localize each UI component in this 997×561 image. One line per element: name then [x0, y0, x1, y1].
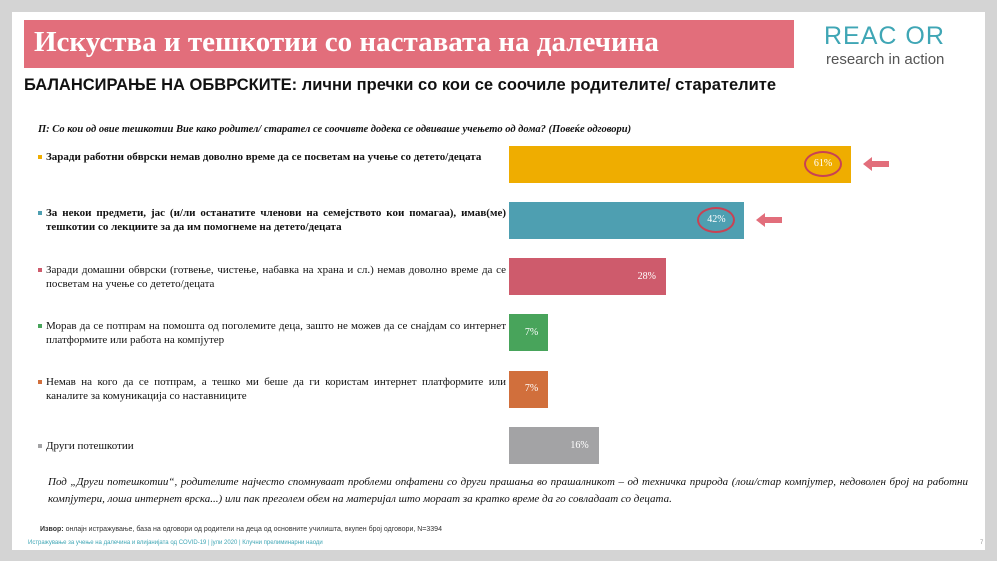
bar-value-label: 7% [524, 383, 539, 395]
source-label: Извор: [40, 526, 64, 533]
category-label: Морав да се потпрам на помошта од поголе… [38, 319, 506, 347]
page-number: 7 [980, 540, 984, 546]
bar [509, 370, 549, 408]
bullet-marker [38, 155, 42, 159]
category-label: За некои предмети, јас (и/ли останатите … [38, 206, 506, 234]
section-subtitle: БАЛАНСИРАЊЕ НА ОБВРСКИТЕ: лични пречки с… [24, 76, 777, 94]
category-label: Заради домашни обврски (готвење, чистење… [38, 263, 506, 291]
highlight-circle [804, 151, 842, 177]
bar [509, 314, 549, 352]
bullet-marker [38, 211, 42, 216]
category-label-text: Заради домашни обврски (готвење, чистење… [46, 263, 506, 290]
category-label-text: Заради работни обврски немав доволно вре… [46, 151, 482, 163]
title-band: Искуства и тешкотии со наставата на дале… [24, 20, 794, 68]
bullet-marker [38, 323, 42, 328]
category-label: Други потешкотии [38, 439, 506, 453]
bar-value-label: 16% [570, 439, 589, 451]
category-label-text: За некои предмети, јас (и/ли останатите … [46, 207, 506, 234]
slide-footer: Истражување за учење на далечина и влија… [28, 540, 323, 546]
category-label: Заради работни обврски немав доволно вре… [38, 150, 506, 164]
footnote: Под „Други потешкотии“, родителите најче… [48, 476, 968, 505]
logo-wordmark: REAC OR [824, 22, 945, 50]
bar [509, 258, 666, 296]
highlight-circle [697, 207, 736, 234]
bar [509, 427, 599, 464]
highlight-arrow-icon [863, 157, 889, 171]
logo-tagline: research in action [826, 51, 945, 68]
bar [509, 145, 851, 183]
bullet-marker [38, 380, 42, 385]
reactor-logo: REAC OR research in action [824, 22, 964, 68]
bullet-marker [38, 443, 42, 448]
highlight-arrow-icon [756, 213, 783, 228]
page-title: Искуства и тешкотии со наставата на дале… [34, 26, 659, 58]
category-label-text: Други потешкотии [46, 439, 134, 452]
survey-question: П: Со кои од овие тешкотии Вие како роди… [38, 124, 632, 135]
source-text: онлајн истражување, база на одговори од … [65, 526, 442, 533]
category-label-text: Немав на кого да се потпрам, а тешко ми … [46, 376, 506, 403]
category-label-text: Морав да се потпрам на помошта од поголе… [46, 319, 506, 346]
bullet-marker [38, 267, 42, 272]
category-label: Немав на кого да се потпрам, а тешко ми … [38, 375, 506, 403]
bar-value-label: 28% [637, 270, 656, 282]
source-note: Извор: онлајн истражување, база на одгов… [40, 526, 442, 533]
slide: Искуства и тешкотии со наставата на дале… [12, 12, 985, 550]
bar-value-label: 7% [524, 326, 539, 338]
